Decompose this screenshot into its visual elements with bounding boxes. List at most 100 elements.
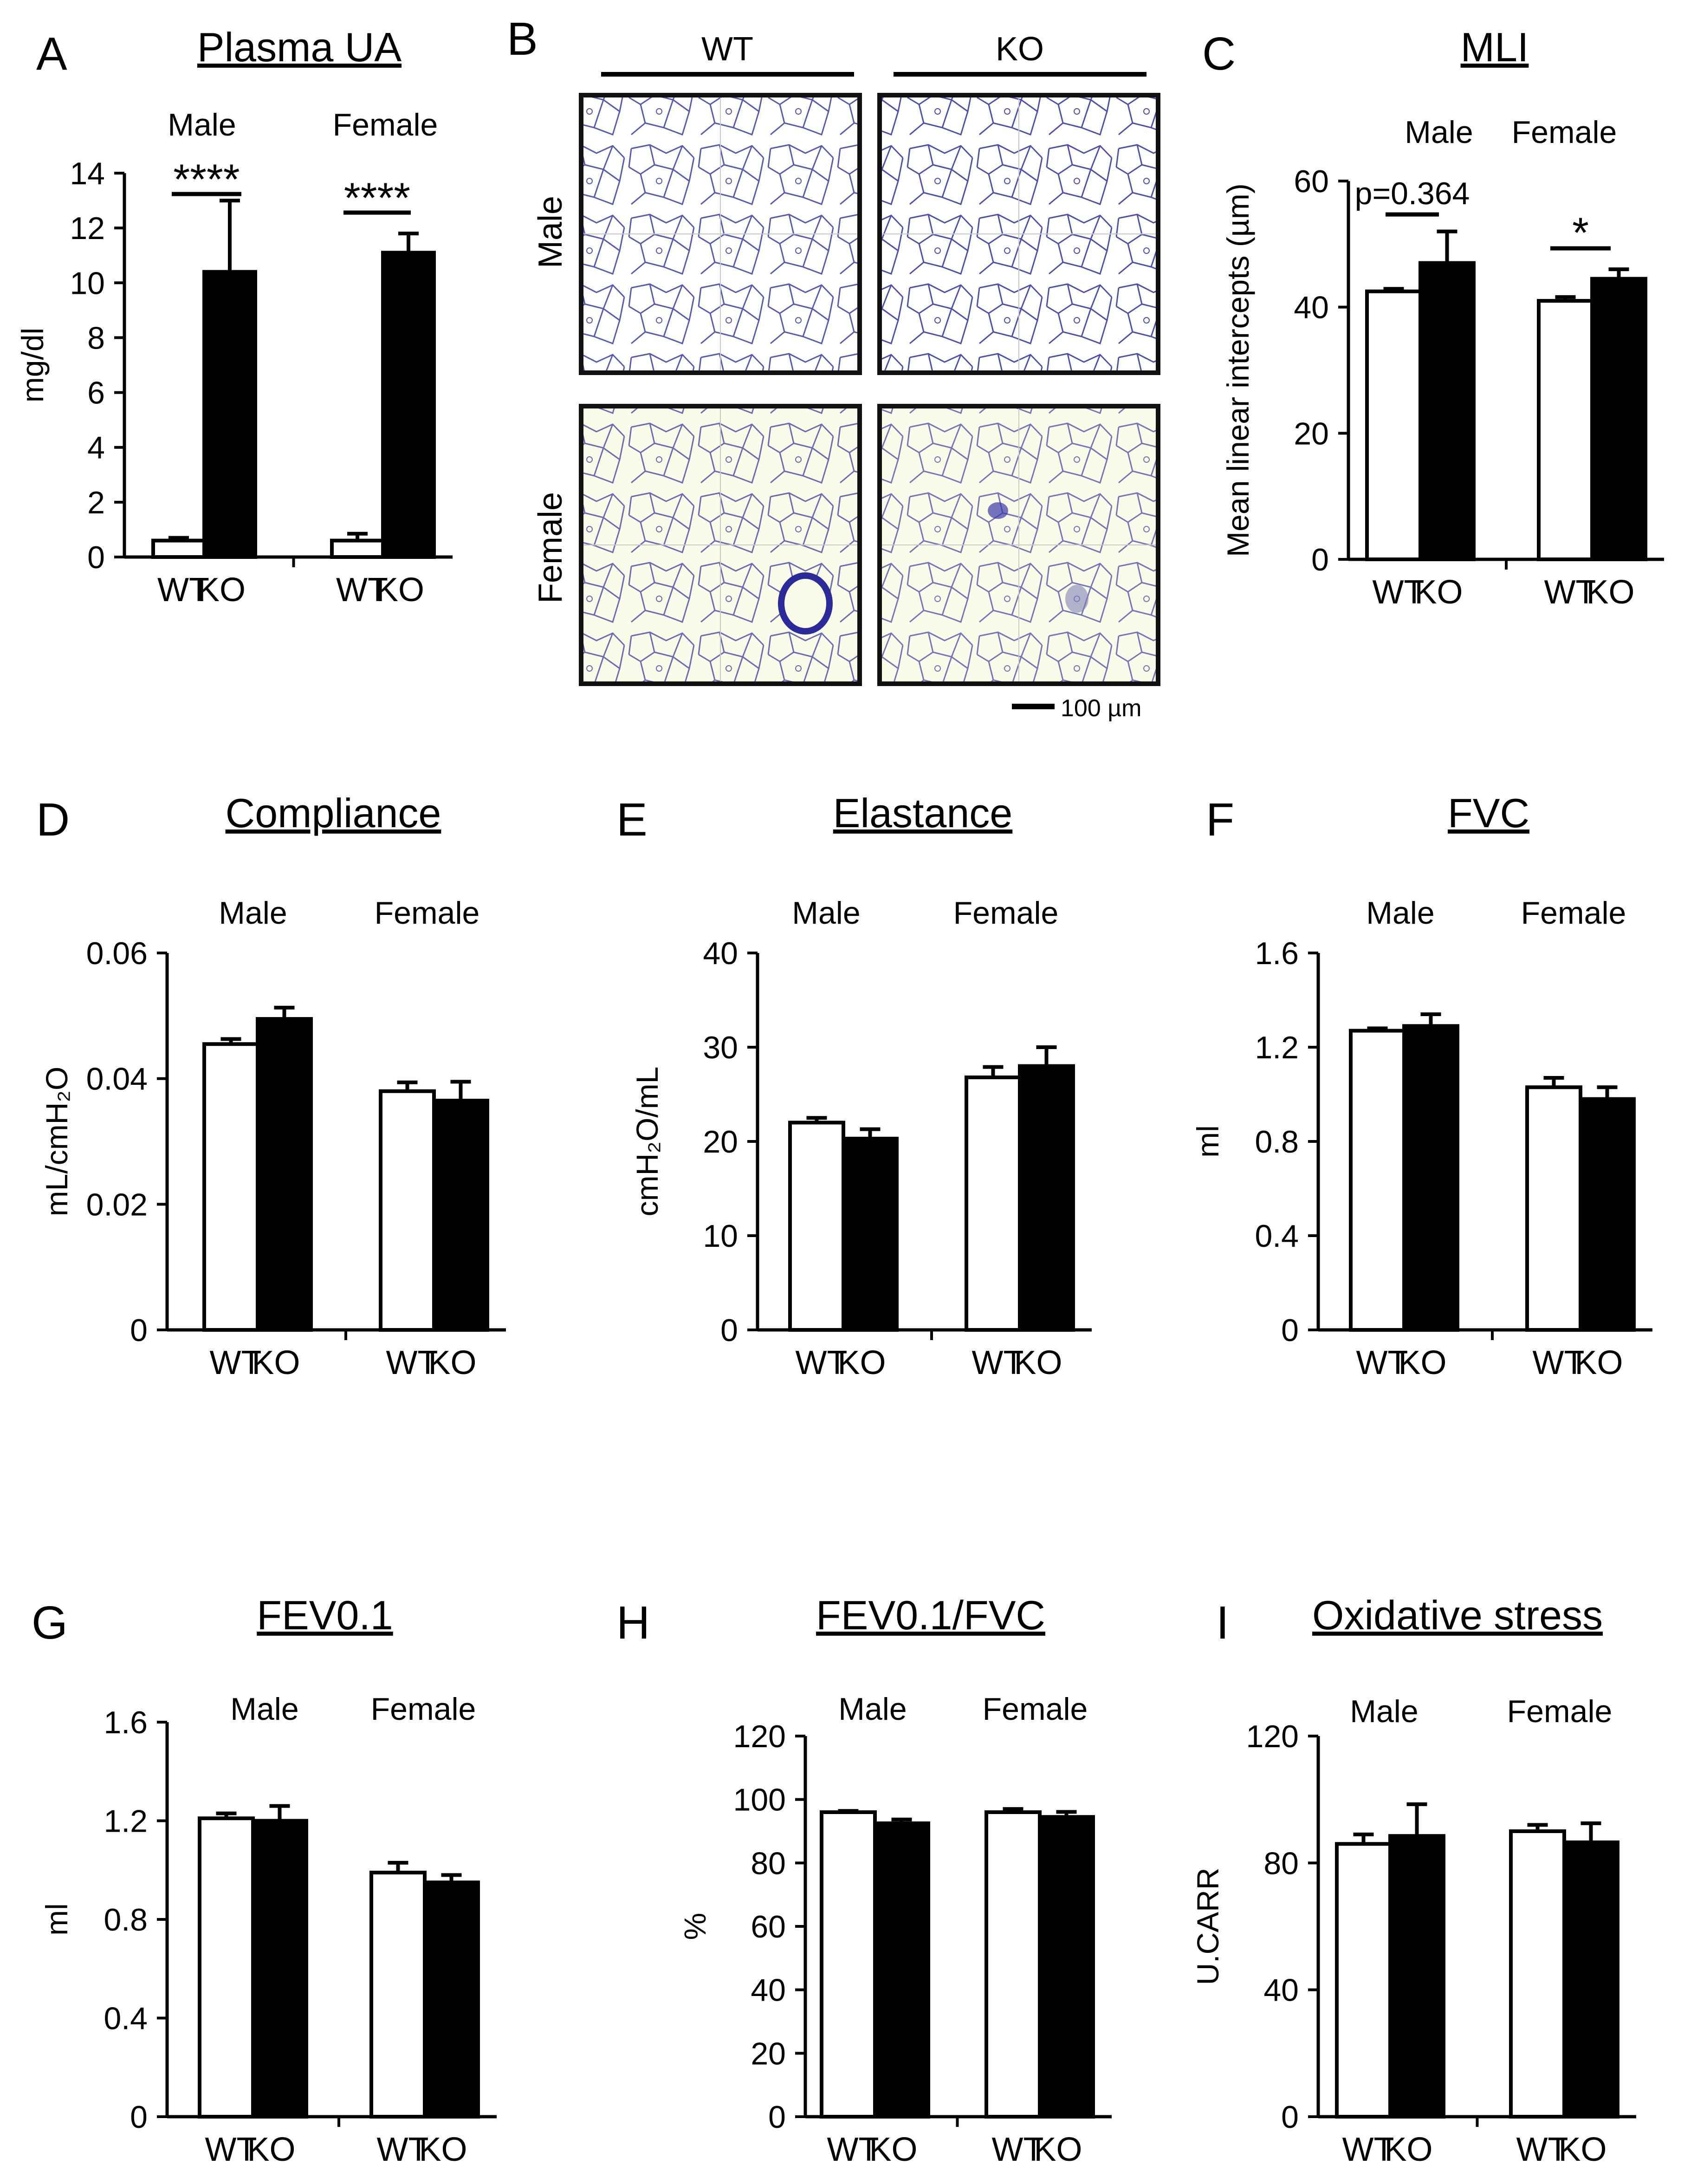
bar-ko-female [1562, 1840, 1619, 2119]
y-tick-label: 80 [1263, 1846, 1299, 1881]
y-tick-label: 0 [130, 1313, 148, 1348]
y-tick-label: 0.04 [86, 1062, 148, 1097]
y-axis-label: mg/dl [15, 328, 50, 402]
group-label-male: Male [1405, 115, 1473, 150]
y-tick-label: 0.8 [1255, 1124, 1299, 1160]
y-tick-label: 20 [1294, 416, 1329, 451]
group-label-male: Male [219, 895, 287, 931]
y-tick-label: 0.06 [86, 936, 148, 971]
bar-wt-male [1349, 1029, 1406, 1332]
bar-ko-female [1038, 1815, 1095, 2119]
y-tick-label: 1.6 [1255, 936, 1299, 971]
y-tick-label: 6 [87, 376, 105, 411]
x-tick-label-ko: KO [1574, 1344, 1623, 1381]
panel-letter-b: B [507, 13, 538, 65]
panel-letter-i: I [1216, 1597, 1229, 1649]
bar-wt-female [985, 1810, 1042, 2119]
panel-letter-f: F [1206, 794, 1234, 846]
x-tick-label-wt: WT [1533, 1344, 1585, 1381]
x-tick-label-ko: KO [1014, 1344, 1062, 1381]
y-tick-label: 40 [1294, 290, 1329, 325]
column-label-wt: WT [701, 31, 753, 68]
y-tick-label: 1.2 [104, 1804, 148, 1839]
group-label-female: Female [983, 1691, 1088, 1727]
y-tick-label: 0 [1281, 2100, 1299, 2135]
x-tick-label-ko: KO [376, 571, 424, 609]
column-label-ko: KO [996, 31, 1044, 68]
bar-wt-male [1335, 1842, 1392, 2119]
y-tick-label: 0.4 [1255, 1218, 1299, 1254]
x-tick-label-ko: KO [1558, 2131, 1606, 2168]
panel-letter-a: A [36, 28, 67, 80]
bar-wt-female [1525, 1085, 1582, 1332]
y-tick-label: 80 [751, 1846, 786, 1881]
bar-ko-female [1590, 277, 1647, 561]
bar-wt-female [330, 538, 385, 559]
chart-title: FEV0.1 [257, 1592, 393, 1638]
micrograph-ko-female [877, 404, 1160, 686]
panel-letter-c: C [1202, 28, 1236, 80]
y-tick-label: 10 [703, 1218, 738, 1254]
significance-label: p=0.364 [1355, 176, 1470, 211]
significance-label: **** [173, 156, 240, 203]
group-label-male: Male [168, 107, 236, 143]
y-axis-label: Mean linear intercepts (µm) [1221, 183, 1255, 557]
significance-label: * [1572, 209, 1589, 257]
y-tick-label: 2 [87, 485, 105, 520]
x-tick-label-ko: KO [869, 2131, 917, 2168]
group-label-female: Female [1507, 1694, 1613, 1729]
x-tick-label-ko: KO [428, 1344, 476, 1381]
micrograph-wt-female [579, 404, 862, 686]
panel-letter-h: H [616, 1597, 650, 1649]
y-tick-label: 120 [1246, 1719, 1299, 1754]
y-tick-label: 20 [703, 1124, 738, 1160]
y-tick-label: 0 [1311, 542, 1329, 577]
bar-wt-male [202, 1042, 259, 1332]
y-tick-label: 1.2 [1255, 1030, 1299, 1065]
bar-ko-female [1579, 1097, 1636, 1332]
group-label-male: Male [838, 1691, 907, 1727]
y-tick-label: 0 [720, 1313, 738, 1348]
y-axis-label: mL/cmH₂O [39, 1067, 74, 1217]
bar-ko-female [1018, 1064, 1075, 1332]
chart-title: FEV0.1/FVC [816, 1592, 1045, 1638]
x-tick-label-wt: WT [377, 2131, 429, 2168]
bar-ko-male [1402, 1024, 1459, 1332]
y-tick-label: 100 [733, 1782, 786, 1818]
chart-title: Oxidative stress [1312, 1592, 1603, 1638]
bar-ko-female [381, 251, 436, 559]
y-tick-label: 0 [130, 2100, 148, 2135]
x-tick-label-ko: KO [1398, 1344, 1446, 1381]
x-tick-label-wt: WT [386, 1344, 438, 1381]
panel-letter-d: D [36, 794, 70, 846]
y-tick-label: 60 [751, 1909, 786, 1944]
x-tick-label-wt: WT [992, 2131, 1044, 2168]
bar-ko-female [432, 1099, 489, 1332]
bar-ko-male [1388, 1834, 1445, 2119]
x-tick-label-ko: KO [1034, 2131, 1082, 2168]
bar-wt-female [369, 1871, 427, 2119]
bar-ko-male [256, 1017, 313, 1332]
chart-i: Oxidative stress Male Female 0 40 80 120 U.CARR… [1191, 1592, 1636, 2168]
group-label-female: Female [1512, 115, 1617, 150]
chart-title: Elastance [833, 790, 1012, 836]
chart-title: Plasma UA [197, 24, 402, 70]
y-tick-label: 0 [87, 540, 105, 575]
y-axis-label: cmH₂O/mL [630, 1067, 664, 1217]
chart-title: MLI [1461, 24, 1529, 70]
x-tick-label-ko: KO [197, 571, 246, 609]
x-tick-label-ko: KO [1586, 574, 1634, 611]
x-tick-label-wt: WT [210, 1344, 262, 1381]
group-label-female: Female [1521, 895, 1626, 931]
y-tick-label: 60 [1294, 164, 1329, 199]
bar-ko-female [423, 1880, 480, 2119]
y-axis-label: ml [1191, 1125, 1225, 1158]
chart-title: Compliance [226, 790, 441, 836]
y-tick-label: 0.4 [104, 2001, 148, 2036]
micrograph-ko-male [877, 93, 1160, 375]
bar-wt-male [788, 1121, 845, 1332]
x-tick-label-wt: WT [1356, 1344, 1408, 1381]
